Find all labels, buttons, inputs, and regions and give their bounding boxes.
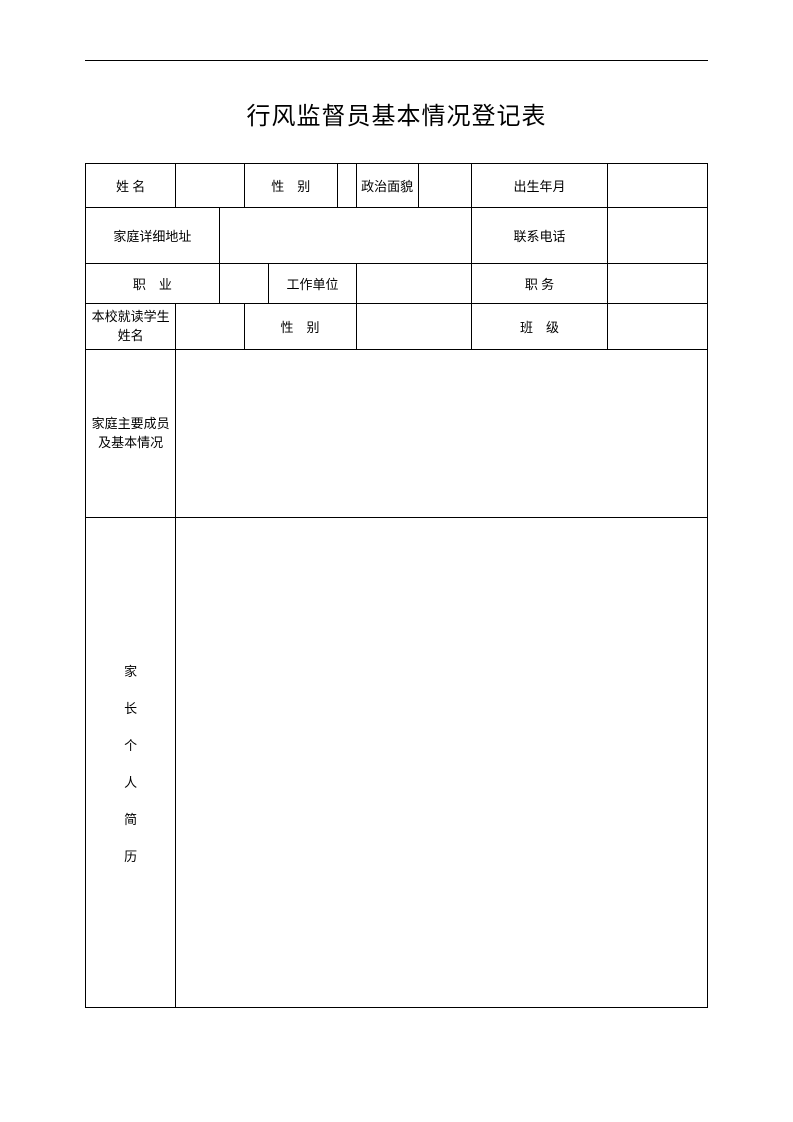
resume-value (176, 518, 708, 1008)
family-value (176, 350, 708, 518)
work-unit-value (356, 264, 471, 304)
resume-label-vertical: 家 长 个 人 简 历 (88, 520, 173, 1005)
table-row-family: 家庭主要成员 及基本情况 (86, 350, 708, 518)
table-row-resume: 家 长 个 人 简 历 (86, 518, 708, 1008)
resume-char-1: 家 (124, 661, 137, 680)
position-label: 职 务 (471, 264, 608, 304)
resume-char-6: 历 (124, 846, 137, 865)
resume-char-3: 个 (124, 735, 137, 754)
table-row-basic-info: 姓 名 性 别 政治面貌 出生年月 (86, 164, 708, 208)
student-name-label-line2: 姓名 (88, 327, 173, 345)
student-gender-value (356, 304, 471, 350)
resume-label: 家 长 个 人 简 历 (86, 518, 176, 1008)
birth-label: 出生年月 (471, 164, 608, 208)
family-label-line2: 及基本情况 (88, 434, 173, 452)
class-value (608, 304, 708, 350)
name-value (176, 164, 244, 208)
gender-value (337, 164, 356, 208)
table-row-occupation: 职 业 工作单位 职 务 (86, 264, 708, 304)
work-unit-label: 工作单位 (269, 264, 356, 304)
resume-char-2: 长 (124, 698, 137, 717)
family-label-line1: 家庭主要成员 (88, 415, 173, 433)
phone-label: 联系电话 (471, 208, 608, 264)
address-label: 家庭详细地址 (86, 208, 220, 264)
position-value (608, 264, 708, 304)
table-row-student: 本校就读学生 姓名 性 别 班 级 (86, 304, 708, 350)
student-name-label-line1: 本校就读学生 (88, 308, 173, 326)
student-name-value (176, 304, 244, 350)
gender-label: 性 别 (244, 164, 337, 208)
occupation-label: 职 业 (86, 264, 220, 304)
phone-value (608, 208, 708, 264)
registration-table: 姓 名 性 别 政治面貌 出生年月 家庭详细地址 联系电话 职 业 工作单位 职… (85, 163, 708, 1008)
political-value (418, 164, 471, 208)
table-row-address: 家庭详细地址 联系电话 (86, 208, 708, 264)
occupation-value (219, 264, 269, 304)
resume-char-5: 简 (124, 809, 137, 828)
page-container: 行风监督员基本情况登记表 姓 名 性 别 政治面貌 出生年月 (0, 0, 793, 1122)
student-gender-label: 性 别 (244, 304, 356, 350)
political-label: 政治面貌 (356, 164, 418, 208)
student-name-label: 本校就读学生 姓名 (86, 304, 176, 350)
address-value (219, 208, 471, 264)
family-label: 家庭主要成员 及基本情况 (86, 350, 176, 518)
resume-char-4: 人 (124, 772, 137, 791)
document-title: 行风监督员基本情况登记表 (85, 96, 708, 131)
top-horizontal-rule (85, 60, 708, 61)
name-label: 姓 名 (86, 164, 176, 208)
class-label: 班 级 (471, 304, 608, 350)
birth-value (608, 164, 708, 208)
